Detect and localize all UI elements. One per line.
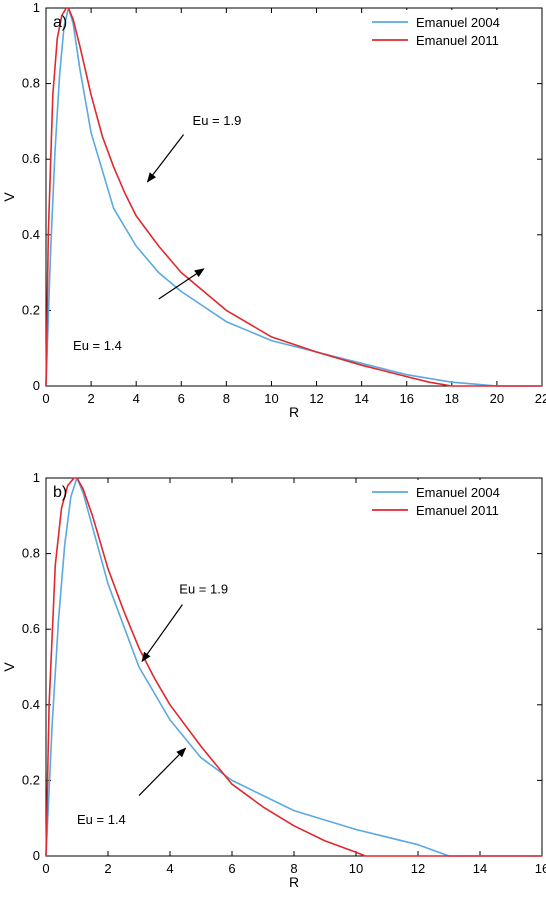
x-tick-label: 2 [104, 861, 111, 876]
x-tick-label: 20 [490, 391, 504, 406]
x-tick-label: 22 [535, 391, 546, 406]
annotations: Eu = 1.9 Eu = 1.4 [77, 581, 228, 827]
x-tick-label: 6 [228, 861, 235, 876]
annotation-arrow [146, 134, 185, 183]
panel-label: b) [53, 484, 67, 501]
annotation-label: Eu = 1.9 [179, 581, 228, 596]
x-tick-label: 2 [87, 391, 94, 406]
series-line-emanuel-2004 [45, 7, 542, 387]
panel-label: a) [53, 14, 67, 31]
legend: Emanuel 2004 Emanuel 2011 [366, 10, 538, 52]
y-tick-label: 0 [33, 378, 40, 393]
x-tick-label: 8 [290, 861, 297, 876]
y-tick-label: 0.4 [22, 227, 40, 242]
series-lines [45, 7, 542, 387]
annotation-label: Eu = 1.4 [77, 812, 126, 827]
annotations: Eu = 1.9 Eu = 1.4 [73, 113, 241, 353]
y-axis-label: V [1, 662, 17, 672]
legend-label-emanuel-2004: Emanuel 2004 [416, 485, 500, 500]
x-tick-label: 10 [264, 391, 278, 406]
legend-label-emanuel-2011: Emanuel 2011 [416, 503, 499, 518]
x-tick-label: 10 [349, 861, 363, 876]
legend: Emanuel 2004 Emanuel 2011 [366, 480, 538, 522]
legend-box [366, 480, 538, 522]
y-axis-label: V [1, 192, 17, 202]
x-tick-label: 14 [473, 861, 487, 876]
y-tick-label: 0.4 [22, 697, 40, 712]
annotation-arrow [141, 604, 183, 663]
y-tick-label: 0 [33, 848, 40, 863]
y-tick-label: 0.8 [22, 546, 40, 561]
series-lines [45, 477, 542, 857]
x-tick-label: 16 [535, 861, 546, 876]
y-tick-label: 0.2 [22, 302, 40, 317]
y-tick-label: 1 [33, 470, 40, 485]
x-tick-label: 8 [223, 391, 230, 406]
x-tick-label: 12 [411, 861, 425, 876]
x-ticks: 0 2 4 6 8 10 12 14 16 18 20 22 [42, 8, 546, 406]
plot-area [45, 7, 543, 387]
y-ticks: 0 0.2 0.4 0.6 0.8 1 [22, 470, 542, 863]
legend-box [366, 10, 538, 52]
annotation-label: Eu = 1.9 [193, 113, 242, 128]
series-line-emanuel-2011 [45, 477, 542, 857]
annotation-label: Eu = 1.4 [73, 338, 122, 353]
y-tick-label: 0.2 [22, 772, 40, 787]
y-tick-label: 0.6 [22, 621, 40, 636]
chart-panel-b: 0 2 4 6 8 10 12 14 16 00.20.40.60.81 Eu = 1.9Eu … [1, 470, 546, 890]
legend-label-emanuel-2011: Emanuel 2011 [416, 33, 499, 48]
x-tick-label: 12 [309, 391, 323, 406]
x-tick-label: 0 [42, 861, 49, 876]
legend-label-emanuel-2004: Emanuel 2004 [416, 15, 500, 30]
annotation-arrow [158, 268, 205, 300]
x-tick-label: 16 [399, 391, 413, 406]
plot-area [45, 477, 543, 857]
x-axis-label: R [289, 874, 299, 890]
x-tick-label: 14 [354, 391, 368, 406]
x-tick-label: 4 [166, 861, 173, 876]
series-line-emanuel-2004 [45, 477, 542, 857]
x-tick-label: 0 [42, 391, 49, 406]
y-tick-label: 1 [33, 0, 40, 15]
x-tick-label: 18 [445, 391, 459, 406]
y-ticks: 0 0.2 0.4 0.6 0.8 1 [22, 0, 542, 393]
series-line-emanuel-2011 [45, 7, 542, 387]
x-axis-label: R [289, 404, 299, 420]
annotation-arrow [138, 747, 187, 796]
y-tick-label: 0.8 [22, 76, 40, 91]
x-tick-label: 6 [178, 391, 185, 406]
x-tick-label: 4 [133, 391, 140, 406]
chart-panel-a: 0 2 4 6 8 10 12 14 16 18 20 22 0 0.2 0.4 0.6 0.8 1 Eu = … [1, 0, 546, 420]
y-tick-label: 0.6 [22, 151, 40, 166]
